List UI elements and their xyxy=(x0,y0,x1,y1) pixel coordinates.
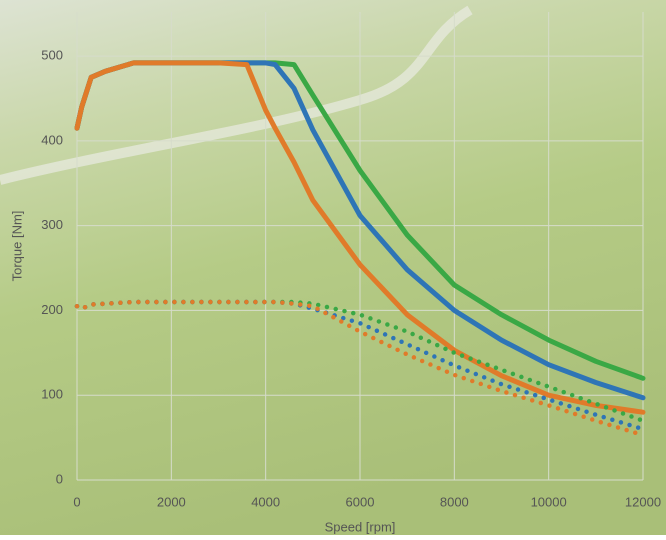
y-tick-label: 300 xyxy=(41,217,63,232)
x-tick-label: 8000 xyxy=(440,494,469,509)
series-line xyxy=(74,299,646,438)
y-tick-label: 0 xyxy=(56,471,63,486)
y-axis-title: Torque [Nm] xyxy=(9,211,24,282)
x-tick-label: 12000 xyxy=(625,494,661,509)
background-road xyxy=(0,5,473,185)
y-tick-label: 500 xyxy=(41,48,63,63)
x-tick-label: 2000 xyxy=(157,494,186,509)
x-axis-title: Speed [rpm] xyxy=(325,519,396,534)
y-tick-label: 100 xyxy=(41,387,63,402)
y-tick-label: 200 xyxy=(41,302,63,317)
x-tick-label: 10000 xyxy=(531,494,567,509)
series-line xyxy=(74,60,646,415)
x-tick-label: 6000 xyxy=(346,494,375,509)
x-tick-label: 0 xyxy=(73,494,80,509)
x-tick-label: 4000 xyxy=(251,494,280,509)
y-tick-label: 400 xyxy=(41,132,63,147)
